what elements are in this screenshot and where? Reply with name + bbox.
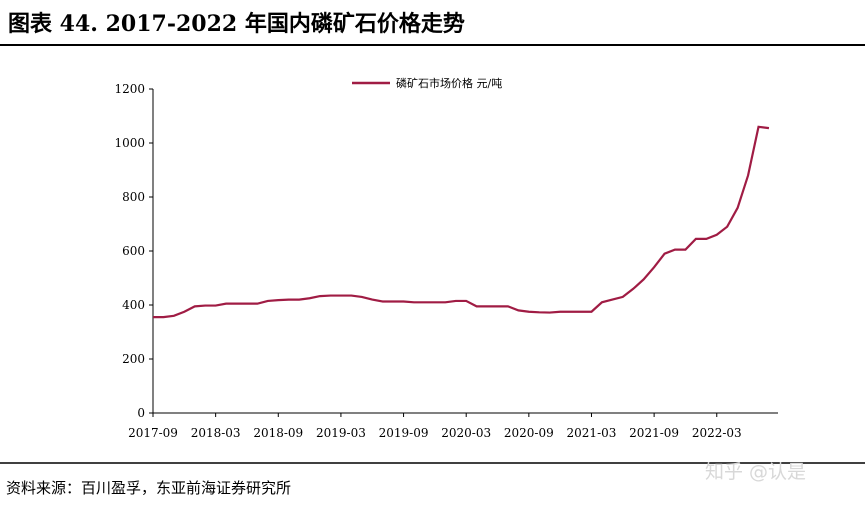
x-tick-label: 2018-03 [191, 426, 241, 440]
x-tick-label: 2019-09 [379, 426, 429, 440]
y-tick-label: 600 [122, 244, 145, 258]
x-tick-label: 2021-03 [567, 426, 617, 440]
x-tick-label: 2019-03 [316, 426, 366, 440]
line [153, 125, 770, 319]
y-tick-label: 0 [137, 406, 145, 420]
x-tick-label: 2018-09 [253, 426, 303, 440]
x-tick-label: 2022-03 [692, 426, 742, 440]
chart-title: 图表 44. 2017-2022 年国内磷矿石价格走势 [8, 11, 465, 37]
legend-label: 磷矿石市场价格 元/吨 [396, 76, 502, 90]
watermark: 知乎 @认是 [705, 461, 806, 483]
x-tick-label: 2017-09 [128, 426, 178, 440]
y-tick-label: 1000 [114, 136, 145, 150]
y-tick-label: 400 [122, 298, 145, 312]
x-tick-label: 2020-03 [441, 426, 491, 440]
x-tick-label: 2021-09 [629, 426, 679, 440]
x-tick-label: 2020-09 [504, 426, 554, 440]
y-tick-label: 800 [122, 190, 145, 204]
source: 资料来源：百川盈孚，东亚前海证券研究所 [6, 479, 291, 497]
y-tick-label: 200 [122, 352, 145, 366]
y-tick-label: 1200 [114, 82, 145, 96]
